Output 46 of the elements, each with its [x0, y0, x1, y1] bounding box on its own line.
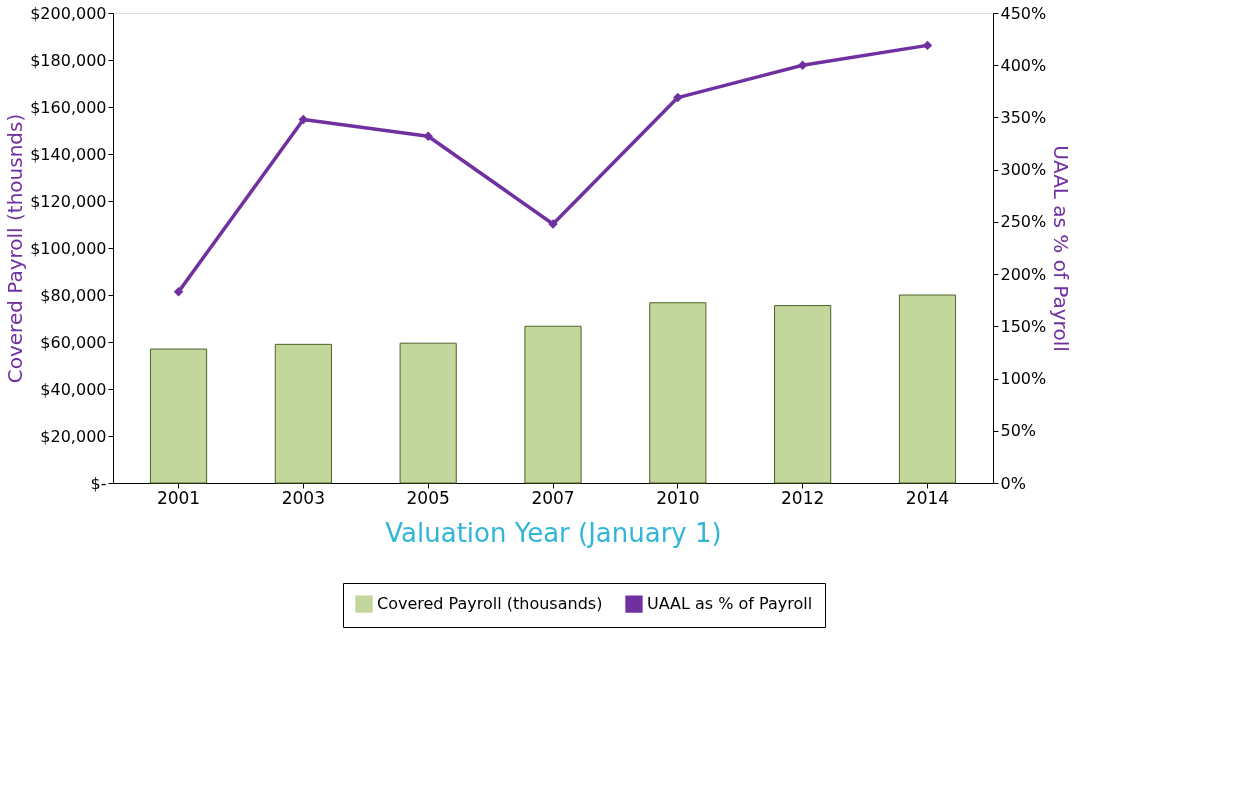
bar: [898, 294, 957, 484]
x-tick-label: 2007: [531, 487, 575, 508]
point: [673, 92, 683, 103]
y2-tick-label: 300%: [1000, 160, 1047, 180]
y-tick-label: $-: [90, 473, 107, 493]
y2-tick-label: 100%: [1000, 369, 1047, 389]
y-tick-label: $20,000: [40, 426, 107, 446]
y-tick-label: $40,000: [40, 379, 107, 399]
y-tick-label: $160,000: [30, 97, 107, 117]
point: [173, 287, 184, 297]
y2-tick-label: 150%: [1000, 316, 1047, 336]
y2-tick-label: 0%: [1000, 473, 1026, 493]
y2-tick-label: 250%: [1000, 212, 1047, 232]
x-tick-label: 2001: [156, 487, 201, 508]
y-tick-label: $100,000: [30, 238, 107, 258]
bar: [399, 342, 457, 484]
bar: [149, 348, 208, 484]
legend-label: Covered Payroll (thousands): [377, 594, 603, 614]
bar: [274, 343, 332, 484]
x-tick-label: 2003: [281, 487, 325, 508]
point: [298, 114, 309, 125]
y-tick-label: $180,000: [30, 50, 107, 70]
bar: [524, 325, 582, 484]
legend-label: UAAL as % of Payroll: [647, 594, 813, 614]
y-axis-title: Covered Payroll (thousnds): [3, 113, 28, 384]
point: [423, 131, 433, 141]
point: [922, 40, 933, 51]
y2-axis-title: UAAL as % of Payroll: [1049, 145, 1074, 352]
y2-tick-label: 50%: [1000, 421, 1037, 441]
y2-tick-label: 400%: [1000, 55, 1047, 75]
point: [797, 60, 808, 70]
y-tick-label: $60,000: [40, 332, 107, 352]
bar: [774, 305, 832, 484]
y2-tick-label: 350%: [1000, 107, 1047, 127]
x-tick-label: 2014: [905, 487, 950, 508]
y2-tick-label: 200%: [1000, 264, 1047, 284]
bar: [649, 302, 707, 484]
x-tick-label: 2010: [656, 487, 700, 508]
x-tick-label: 2012: [781, 487, 825, 508]
y-tick-label: $120,000: [30, 191, 107, 211]
x-tick-label: 2005: [406, 487, 450, 508]
y2-tick-label: 450%: [1000, 3, 1047, 23]
y-tick-label: $80,000: [40, 285, 107, 305]
y-tick-label: $140,000: [30, 144, 107, 164]
x-axis-title: Valuation Year (January 1): [385, 517, 722, 548]
y-tick-label: $200,000: [30, 3, 107, 23]
